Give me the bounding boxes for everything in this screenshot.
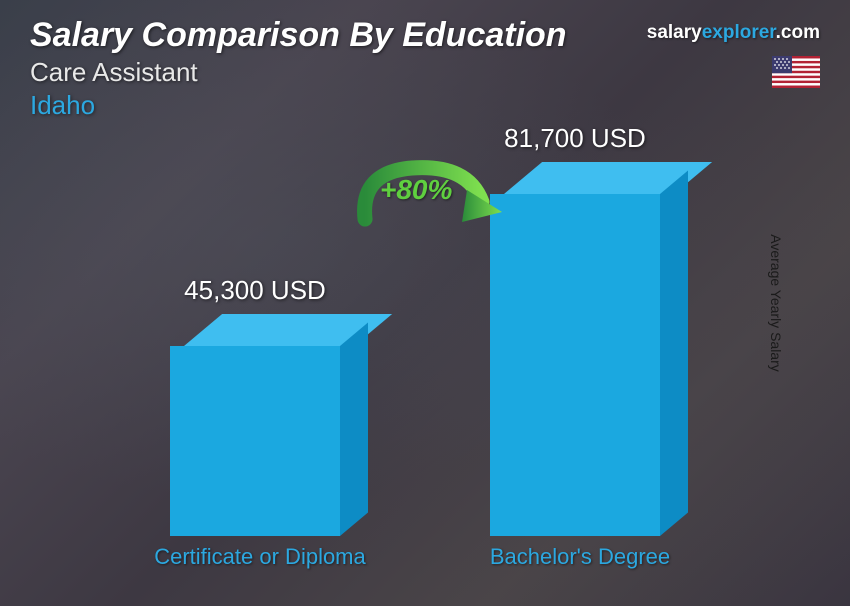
bar-side-face (660, 171, 688, 536)
bar-3d-shape (170, 346, 340, 536)
country-flag-icon (772, 56, 820, 88)
bar-side-face (340, 323, 368, 536)
bar-certificate (170, 346, 340, 536)
brand-part-2: explorer (702, 22, 776, 43)
brand-part-1: salary (647, 22, 702, 43)
bar-3d-shape (490, 194, 660, 536)
bar-value-certificate: 45,300 USD (145, 275, 365, 306)
brand-logo: salaryexplorer.com (647, 22, 820, 44)
bar-front-face (170, 346, 340, 536)
chart-subtitle: Care Assistant (30, 57, 820, 88)
bar-bachelor (490, 194, 660, 536)
chart-location: Idaho (30, 90, 820, 121)
brand-part-3: .com (776, 22, 820, 43)
bar-label-bachelor: Bachelor's Degree (450, 544, 710, 570)
bar-value-bachelor: 81,700 USD (465, 123, 685, 154)
chart-area: 45,300 USD 81,700 USD Certificate or Dip… (0, 146, 850, 576)
bar-front-face (490, 194, 660, 536)
bar-label-certificate: Certificate or Diploma (130, 544, 390, 570)
percent-change-text: +80% (380, 174, 452, 206)
